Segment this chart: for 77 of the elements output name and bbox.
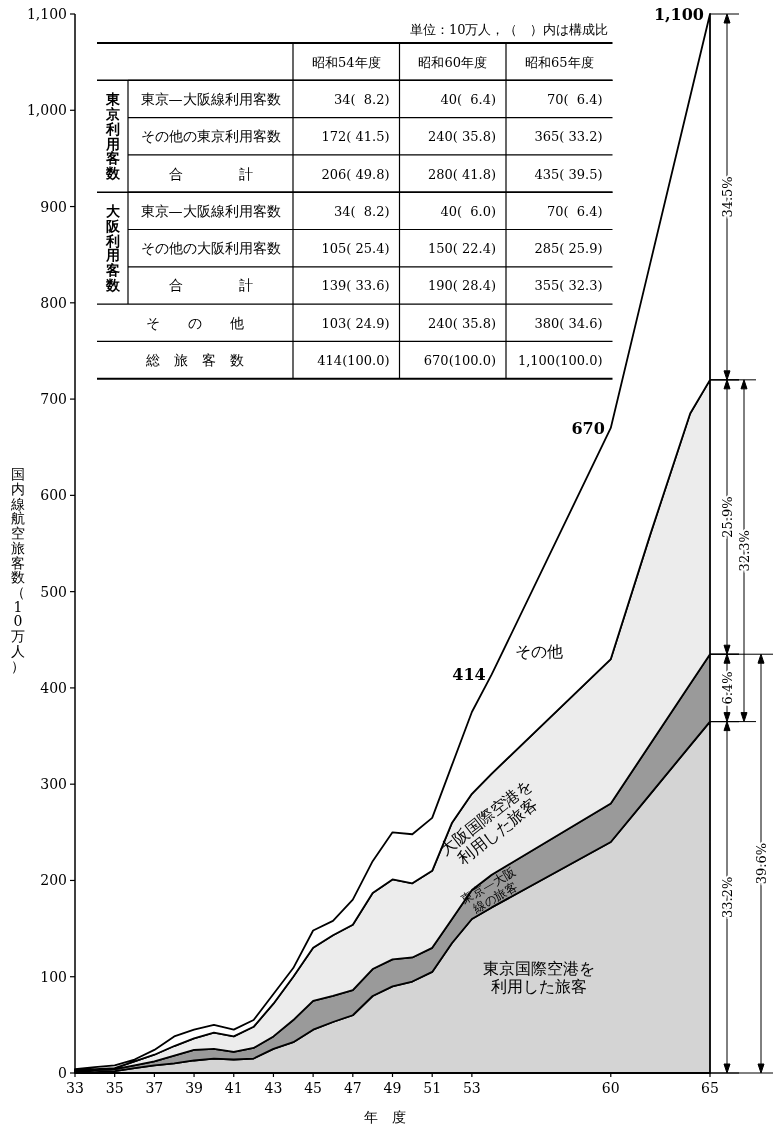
text: 172( 41.5) (321, 129, 390, 145)
text: 190( 28.4) (427, 278, 496, 294)
x-tick-label: 60 (601, 1080, 620, 1096)
text: 670(100.0) (423, 353, 496, 369)
x-tick-label: 35 (105, 1080, 124, 1096)
annotation: 414 (452, 665, 486, 685)
x-tick-label: 47 (343, 1080, 362, 1096)
text: 34( 8.2) (333, 91, 390, 107)
text: 34( 8.2) (333, 203, 390, 219)
y-tick-label: 700 (40, 391, 67, 408)
x-tick-label: 43 (264, 1080, 283, 1096)
x-tick-label: 65 (701, 1080, 719, 1096)
series-label: 大阪国際空港を利用した旅客 (436, 775, 542, 869)
category-label: その他の東京利用客数 (140, 128, 281, 145)
text: 414(100.0) (317, 353, 390, 369)
category-label: 合 計 (168, 277, 253, 294)
y-tick-label: 1,000 (26, 102, 67, 119)
text: 365( 33.2) (534, 129, 603, 145)
series-label: その他 (515, 642, 564, 662)
y-tick-label: 900 (40, 198, 67, 215)
y-tick-label: 500 (40, 583, 67, 600)
y-tick-label: 400 (40, 679, 67, 696)
category-label: 東京—大阪線利用客数 (140, 90, 281, 107)
text: 103( 24.9) (321, 315, 390, 331)
text: 国内線航空旅客数（10万人） (11, 466, 25, 674)
text: 33.2% (720, 876, 735, 918)
category-label: そ の 他 (146, 314, 244, 331)
x-tick-label: 39 (185, 1080, 203, 1096)
x-tick-label: 33 (66, 1080, 84, 1096)
text: 355( 32.3) (534, 278, 603, 294)
text: 150( 22.4) (427, 241, 496, 257)
text: 25.9% (720, 496, 735, 538)
text: 206( 49.8) (321, 166, 390, 182)
category-label: 合 計 (168, 165, 253, 182)
x-tick-label: 37 (145, 1080, 164, 1096)
text: 1,100(100.0) (517, 353, 603, 369)
text: 6.4% (720, 671, 735, 705)
text: 280( 41.8) (427, 166, 496, 182)
y-tick-label: 200 (40, 872, 67, 889)
text: 40( 6.4) (440, 91, 496, 107)
annotation: 1,100 (653, 5, 704, 24)
category-label: 昭和54年度 (311, 54, 381, 70)
x-tick-label: 51 (423, 1080, 442, 1096)
text: 240( 35.8) (427, 315, 496, 331)
category-label: 東京—大阪線利用客数 (140, 202, 281, 219)
text: 単位：10万人，（ ）内は構成比 (409, 22, 609, 37)
y-tick-label: 300 (40, 776, 67, 793)
text: 32.3% (737, 530, 752, 572)
x-tick-label: 53 (462, 1080, 481, 1096)
y-tick-label: 100 (40, 968, 67, 985)
y-tick-label: 600 (40, 487, 67, 504)
text: 39.6% (754, 842, 769, 885)
text: 70( 6.4) (546, 91, 603, 107)
x-axis-title: 年 度 (364, 1109, 406, 1125)
y-tick-label: 0 (58, 1065, 67, 1081)
annotation: 670 (571, 418, 605, 438)
text: 70( 6.4) (546, 203, 603, 219)
x-tick-label: 49 (383, 1080, 402, 1096)
text: 285( 25.9) (534, 241, 603, 257)
x-tick-label: 45 (304, 1080, 323, 1096)
category-label: その他の大阪利用客数 (140, 240, 281, 257)
text: 40( 6.0) (440, 203, 496, 219)
text: 240( 35.8) (427, 129, 496, 145)
category-label: 大阪利用客数 (105, 203, 120, 293)
y-tick-label: 800 (40, 294, 67, 311)
series-label: 東京国際空港を利用した旅客 (483, 958, 596, 996)
text: 139( 33.6) (321, 278, 390, 294)
text: 435( 39.5) (534, 166, 603, 182)
text: 105( 25.4) (321, 241, 390, 257)
x-tick-label: 41 (224, 1080, 243, 1096)
category-label: 総 旅 客 数 (146, 352, 244, 369)
text: 34.5% (720, 176, 735, 218)
category-label: 昭和60年度 (418, 54, 488, 70)
category-label: 東京利用客数 (105, 91, 120, 181)
category-label: 昭和65年度 (524, 54, 594, 70)
y-tick-label: 1,100 (26, 6, 67, 22)
text: 380( 34.6) (534, 315, 603, 331)
